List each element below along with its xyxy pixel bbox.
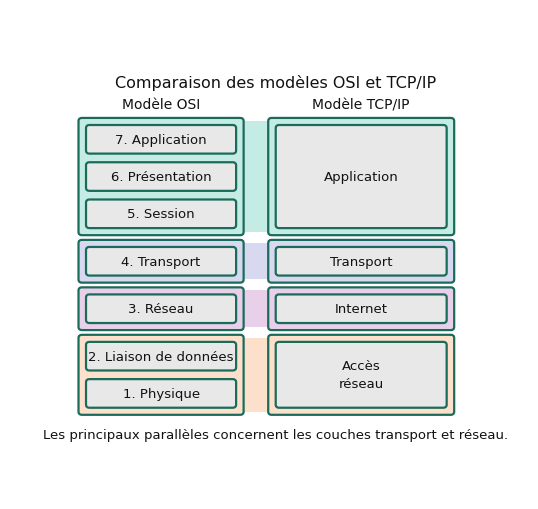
FancyBboxPatch shape: [79, 288, 244, 330]
Text: Internet: Internet: [335, 303, 388, 316]
FancyBboxPatch shape: [86, 163, 236, 191]
FancyBboxPatch shape: [79, 335, 244, 415]
FancyBboxPatch shape: [276, 247, 447, 276]
FancyBboxPatch shape: [268, 119, 454, 236]
Text: Modèle OSI: Modèle OSI: [122, 98, 200, 112]
FancyBboxPatch shape: [86, 379, 236, 408]
Bar: [236, 338, 276, 412]
FancyBboxPatch shape: [276, 295, 447, 323]
Text: 7. Application: 7. Application: [115, 133, 207, 147]
FancyBboxPatch shape: [79, 240, 244, 283]
FancyBboxPatch shape: [79, 119, 244, 236]
Text: 5. Session: 5. Session: [128, 208, 195, 221]
FancyBboxPatch shape: [268, 288, 454, 330]
Text: Modèle TCP/IP: Modèle TCP/IP: [313, 98, 410, 112]
FancyBboxPatch shape: [276, 126, 447, 229]
Text: Transport: Transport: [330, 255, 392, 268]
FancyBboxPatch shape: [86, 200, 236, 229]
FancyBboxPatch shape: [268, 240, 454, 283]
FancyBboxPatch shape: [268, 335, 454, 415]
Bar: [236, 243, 276, 280]
Text: 4. Transport: 4. Transport: [122, 255, 201, 268]
Text: 2. Liaison de données: 2. Liaison de données: [88, 350, 234, 363]
FancyBboxPatch shape: [86, 342, 236, 371]
FancyBboxPatch shape: [86, 295, 236, 323]
Text: 3. Réseau: 3. Réseau: [129, 303, 194, 316]
FancyBboxPatch shape: [276, 342, 447, 408]
Text: Les principaux parallèles concernent les couches transport et réseau.: Les principaux parallèles concernent les…: [43, 428, 508, 441]
Text: 6. Présentation: 6. Présentation: [111, 171, 211, 184]
FancyBboxPatch shape: [86, 247, 236, 276]
Text: Accès
réseau: Accès réseau: [338, 359, 384, 390]
Text: Application: Application: [324, 171, 399, 184]
Text: 1. Physique: 1. Physique: [123, 387, 200, 400]
Bar: [236, 291, 276, 327]
FancyBboxPatch shape: [86, 126, 236, 154]
Bar: [236, 122, 276, 233]
Text: Comparaison des modèles OSI et TCP/IP: Comparaison des modèles OSI et TCP/IP: [115, 75, 436, 91]
